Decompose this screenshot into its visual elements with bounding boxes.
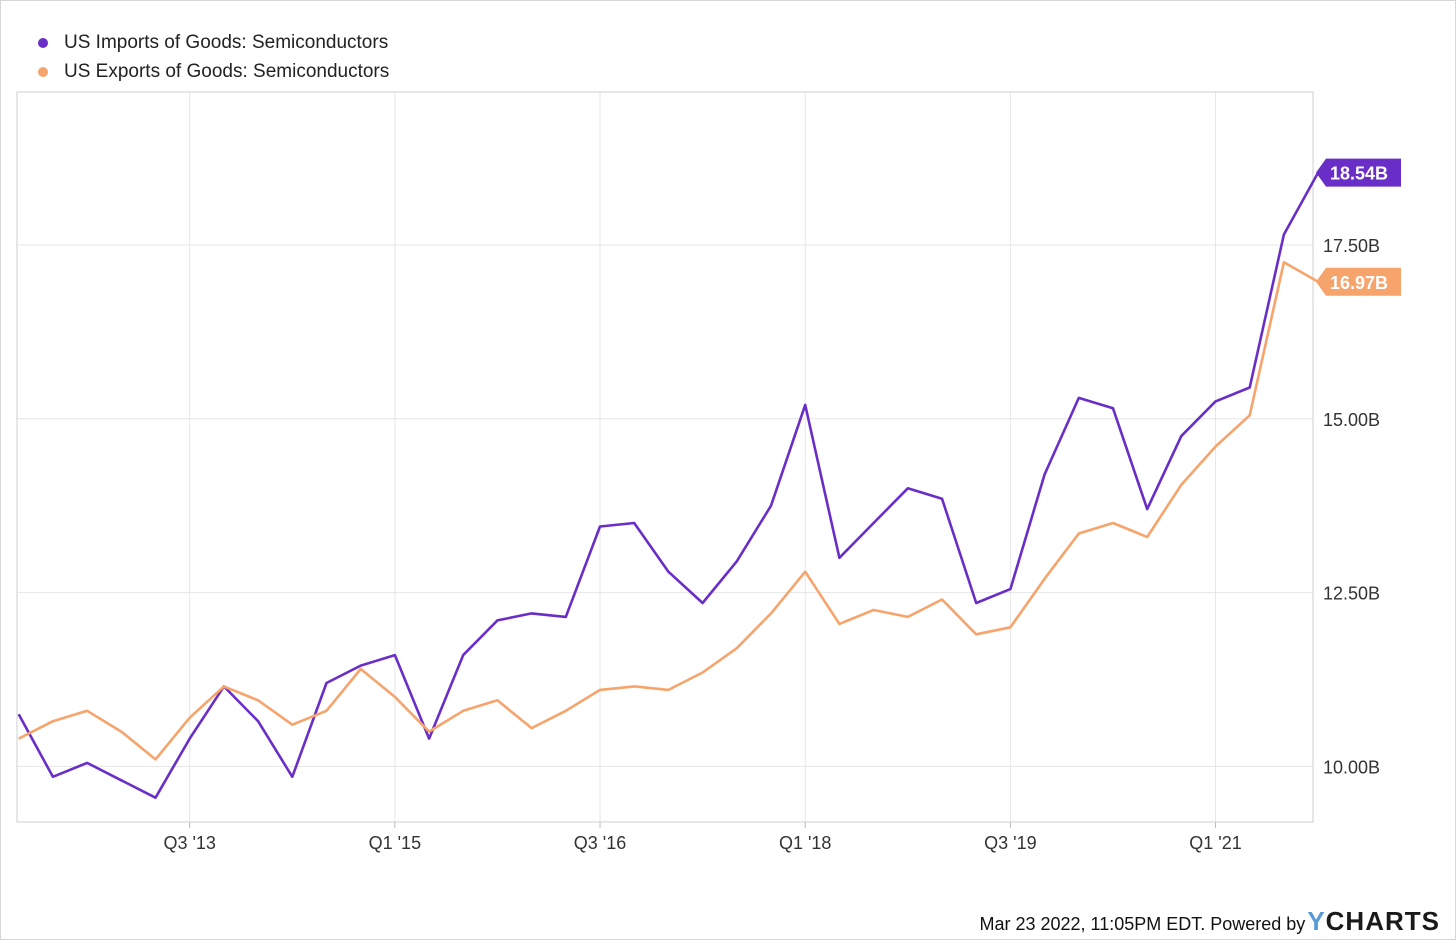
legend-dot-icon: [38, 66, 48, 77]
plot-area: [16, 91, 1314, 823]
x-tick-label: Q1 '15: [369, 833, 421, 853]
y-tick-label: 10.00B: [1323, 757, 1380, 777]
end-value-label: 18.54B: [1330, 164, 1388, 184]
x-tick-label: Q3 '19: [984, 833, 1036, 853]
ycharts-logo[interactable]: YCHARTS: [1307, 906, 1440, 936]
y-tick-label: 12.50B: [1323, 584, 1380, 604]
y-tick-label: 17.50B: [1323, 236, 1380, 256]
footer: Mar 23 2022, 11:05PM EDT. Powered by YCH…: [979, 906, 1440, 937]
x-axis: Q3 '13 Q1 '15 Q3 '16 Q1 '18 Q3 '19 Q1 '21: [163, 833, 1241, 853]
x-tick-label: Q1 '18: [779, 833, 831, 853]
legend-dot-icon: [38, 37, 48, 48]
x-tick-label: Q3 '13: [163, 833, 215, 853]
end-value-badge-bg: [1316, 158, 1401, 187]
legend-label-exports: US Exports of Goods: Semiconductors: [64, 60, 390, 82]
end-value-badge: 16.97B: [1316, 267, 1401, 296]
end-value-badge: 18.54B: [1316, 158, 1401, 187]
end-value-labels: 18.54B 16.97B: [1316, 158, 1401, 296]
series-layer: [17, 171, 1320, 800]
grid: [17, 92, 1313, 828]
series-line-1[interactable]: [18, 260, 1319, 761]
legend-item-exports[interactable]: US Exports of Goods: Semiconductors: [38, 57, 389, 86]
footer-timestamp: Mar 23 2022, 11:05PM EDT. Powered by: [979, 914, 1306, 934]
end-value-badge-bg: [1316, 267, 1401, 296]
y-axis: 10.00B 12.50B 15.00B 17.50B: [1323, 236, 1380, 777]
y-tick-label: 15.00B: [1323, 410, 1380, 430]
legend-label-imports: US Imports of Goods: Semiconductors: [64, 31, 389, 53]
x-tick-label: Q3 '16: [574, 833, 626, 853]
legend-item-imports[interactable]: US Imports of Goods: Semiconductors: [38, 28, 389, 57]
x-tick-label: Q1 '21: [1189, 833, 1241, 853]
legend: US Imports of Goods: Semiconductors US E…: [38, 28, 389, 86]
end-value-label: 16.97B: [1330, 273, 1388, 293]
series-line-0[interactable]: [17, 171, 1320, 800]
